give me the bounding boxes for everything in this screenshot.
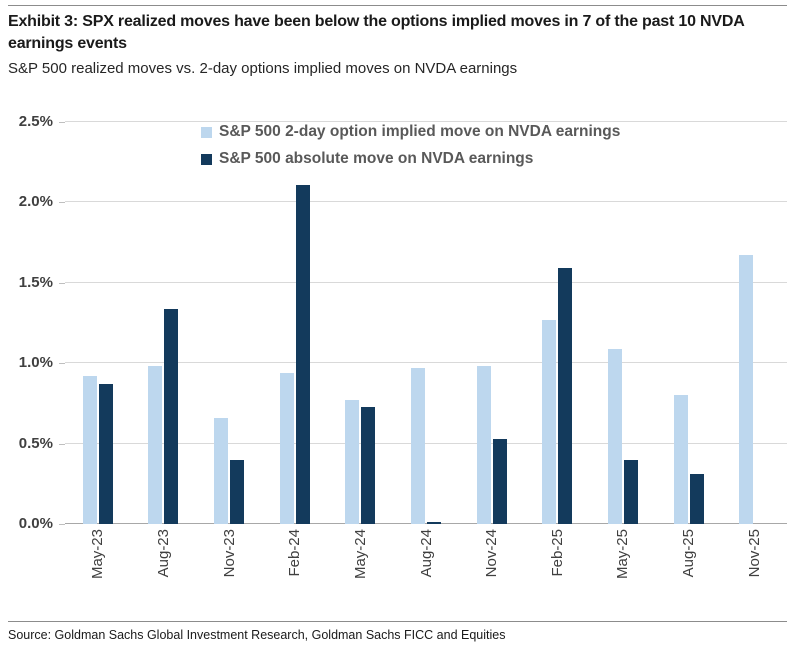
x-tick-label: Aug-25: [680, 529, 698, 578]
x-tick-label: Feb-24: [286, 529, 304, 577]
x-tick-label: Nov-23: [220, 529, 238, 578]
x-axis-line: [65, 523, 787, 524]
bar-realized-move: [295, 184, 310, 524]
gridline: [65, 362, 787, 364]
x-tick-label: Aug-23: [154, 529, 172, 578]
bar-implied-move: [345, 400, 360, 524]
bar-implied-move: [476, 366, 491, 524]
x-axis: May-23 Aug-23 Nov-23 Feb-24 May-24 Aug-24 Nov-…: [65, 529, 787, 617]
y-tick-label: 0.0%: [18, 515, 53, 532]
bar-group-nov-24: [459, 122, 525, 524]
x-tick-label: May-23: [89, 529, 107, 580]
legend-item-implied: S&P 500 2-day option implied move on NVD…: [201, 123, 620, 141]
gridline: [65, 121, 787, 122]
gridline: [65, 281, 787, 283]
y-tick-label: 1.0%: [18, 354, 53, 372]
legend-item-realized: S&P 500 absolute move on NVDA earnings: [201, 150, 620, 168]
x-tick-label: Nov-24: [483, 529, 501, 578]
top-divider: [8, 5, 787, 6]
y-tick-mark: [59, 524, 65, 525]
y-tick-mark: [59, 282, 65, 284]
bar-group-aug-25: [656, 122, 722, 524]
bar-implied-move: [214, 417, 229, 524]
y-tick-mark: [59, 443, 65, 445]
bar-implied-move: [673, 395, 688, 524]
legend-label-realized: S&P 500 absolute move on NVDA earnings: [219, 150, 534, 167]
source-note: Source: Goldman Sachs Global Investment …: [8, 628, 506, 642]
bar-realized-move: [623, 459, 638, 524]
bar-realized-move: [230, 459, 245, 524]
bar-group-feb-25: [524, 122, 590, 524]
y-tick-label: 2.5%: [18, 113, 53, 130]
y-tick-mark: [59, 202, 65, 204]
y-tick-label: 1.5%: [18, 273, 53, 291]
bar-implied-move: [82, 376, 97, 524]
x-tick-cell: May-23: [65, 529, 131, 617]
bar-group-nov-25: [721, 122, 787, 524]
bar-group-feb-24: [262, 122, 328, 524]
bar-group-aug-23: [131, 122, 197, 524]
bar-implied-move: [607, 348, 622, 524]
legend-label-implied: S&P 500 2-day option implied move on NVD…: [219, 123, 621, 140]
plot-area: S&P 500 2-day option implied move on NVD…: [65, 121, 787, 524]
y-axis: 2.5% 2.0% 1.5% 1.0% 0.5% 0.0%: [0, 113, 65, 532]
gridline: [65, 201, 787, 203]
y-tick-mark: [59, 363, 65, 365]
x-tick-cell: May-25: [590, 529, 656, 617]
bar-realized-move: [689, 474, 704, 524]
x-tick-cell: Nov-25: [721, 529, 787, 617]
bar-realized-move: [164, 308, 179, 524]
x-tick-cell: Feb-24: [262, 529, 328, 617]
x-tick-cell: Nov-23: [196, 529, 262, 617]
chart-subtitle: S&P 500 realized moves vs. 2-day options…: [8, 60, 518, 77]
x-tick-label: May-25: [614, 529, 632, 580]
bar-group-aug-24: [393, 122, 459, 524]
bar-implied-move: [411, 368, 426, 524]
x-tick-label: Aug-24: [417, 529, 435, 578]
bar-implied-move: [148, 366, 163, 524]
bar-realized-move: [427, 522, 442, 524]
x-tick-cell: Aug-23: [131, 529, 197, 617]
bar-group-may-25: [590, 122, 656, 524]
x-tick-cell: May-24: [328, 529, 394, 617]
y-tick-mark: [59, 122, 65, 123]
x-tick-cell: Nov-24: [459, 529, 525, 617]
y-tick-label: 0.5%: [18, 434, 53, 452]
legend-swatch-realized: [201, 153, 212, 165]
bar-group-may-24: [328, 122, 394, 524]
bar-implied-move: [739, 255, 754, 524]
x-tick-label: Feb-25: [548, 529, 566, 577]
bar-realized-move: [361, 406, 376, 524]
bar-realized-move: [98, 384, 113, 524]
gridline: [65, 442, 787, 444]
bar-implied-move: [279, 372, 294, 524]
bar-realized-move: [492, 438, 507, 524]
x-tick-cell: Aug-25: [656, 529, 722, 617]
x-tick-cell: Feb-25: [524, 529, 590, 617]
bar-realized-move: [558, 268, 573, 524]
chart-legend: S&P 500 2-day option implied move on NVD…: [201, 123, 620, 168]
bar-implied-move: [542, 319, 557, 524]
bars: [65, 122, 787, 524]
x-tick-label: May-24: [351, 529, 369, 580]
legend-swatch-implied: [201, 126, 212, 138]
exhibit-title: Exhibit 3: SPX realized moves have been …: [8, 13, 744, 52]
x-tick-label: Nov-25: [745, 529, 763, 578]
y-tick-label: 2.0%: [18, 193, 53, 211]
bottom-divider: [8, 621, 787, 622]
x-tick-cell: Aug-24: [393, 529, 459, 617]
bar-group-nov-23: [196, 122, 262, 524]
bar-group-may-23: [65, 122, 131, 524]
